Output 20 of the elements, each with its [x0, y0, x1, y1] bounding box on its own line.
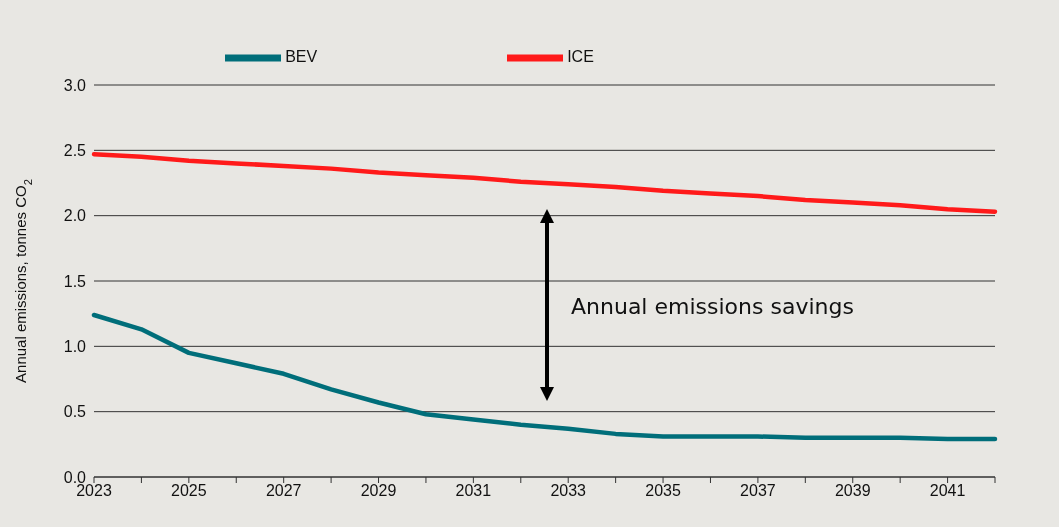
- line-series: [91, 152, 998, 214]
- x-tick-label: 2029: [360, 482, 397, 500]
- y-tick-label: 2.0: [63, 207, 87, 225]
- x-tick-label: 2039: [834, 482, 871, 500]
- x-tick-label: 2023: [76, 482, 112, 500]
- y-tick-label: 3.0: [63, 76, 87, 94]
- x-tick-label: 2033: [550, 482, 587, 500]
- y-tick-label: 0.5: [63, 403, 87, 421]
- y-tick-label: 1.5: [63, 272, 87, 290]
- x-tick-label: 2025: [171, 482, 207, 500]
- annotation: Annual emissions savings: [571, 294, 854, 319]
- x-tick-label: 2031: [455, 482, 492, 500]
- legend-label: BEV: [285, 48, 318, 66]
- x-tick-label: 2037: [740, 482, 776, 500]
- x-tick-label: 2035: [645, 482, 681, 500]
- x-tick-label: 2041: [929, 482, 966, 500]
- legend-label: ICE: [567, 48, 594, 66]
- y-tick-label: 2.5: [63, 142, 87, 160]
- y-tick-label: 1.0: [63, 338, 87, 356]
- x-tick-label: 2027: [265, 482, 302, 500]
